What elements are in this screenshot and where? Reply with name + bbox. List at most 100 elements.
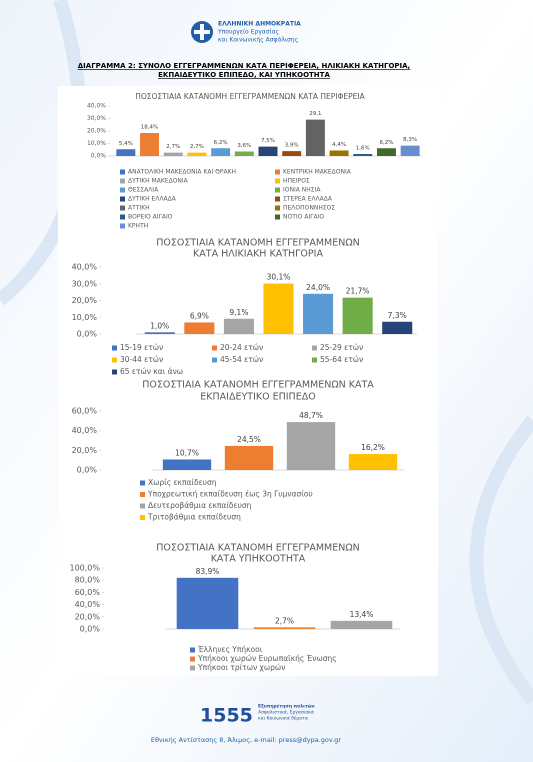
legend-swatch: [112, 369, 117, 375]
bar: [224, 445, 274, 470]
legend-label: ΔΥΤΙΚΗ ΕΛΛΑΔΑ: [128, 196, 177, 203]
footer-line: Ασφαλιστικά, Εργασιακά: [258, 709, 314, 716]
data-label: 29,1: [309, 111, 321, 117]
legend-label: 15-19 ετών: [120, 343, 163, 352]
legend-swatch: [275, 214, 280, 220]
y-tick-label: 40,0%: [72, 426, 98, 435]
bar: [400, 145, 420, 156]
legend-swatch: [212, 345, 217, 351]
decor: [469, 415, 533, 705]
data-label: 21,7%: [346, 287, 370, 296]
legend-swatch: [312, 357, 317, 363]
data-label: 24,5%: [237, 435, 261, 444]
legend-label: Υπήκοοι χωρών Ευρωπαϊκής Ένωσης: [197, 654, 337, 663]
data-label: 3,6%: [237, 143, 251, 149]
legend-label: 45-54 ετών: [220, 355, 263, 364]
y-tick-label: 30,0%: [72, 279, 98, 288]
legend-swatch: [140, 515, 145, 520]
legend-label: ΒΟΡΕΙΟ ΑΙΓΑΙΟ: [128, 214, 173, 221]
bar: [162, 459, 212, 470]
bar: [234, 151, 254, 156]
y-tick-label: 80,0%: [75, 576, 101, 585]
footer-logo: 1555: [200, 705, 253, 727]
bar: [286, 422, 336, 470]
data-label: 2,7%: [166, 144, 180, 150]
legend-label: 25-29 ετών: [320, 343, 363, 352]
data-label: 1,6%: [356, 146, 370, 152]
legend-swatch: [275, 169, 280, 175]
y-tick-label: 0,0%: [77, 466, 98, 475]
legend-label: ΠΕΛΟΠΟΝΝΗΣΟΣ: [283, 205, 335, 212]
bar: [223, 318, 254, 334]
legend-swatch: [120, 178, 125, 184]
legend-label: ΝΟΤΙΟ ΑΙΓΑΙΟ: [283, 214, 324, 221]
doc-title: ΔΙΑΓΡΑΜΜΑ 2: ΣΥΝΟΛΟ ΕΓΓΕΓΡΑΜΜΕΝΩΝ ΚΑΤΑ Π…: [78, 62, 410, 70]
data-label: 48,7%: [299, 411, 323, 420]
chart-title: ΚΑΤΑ ΥΠΗΚΟΟΤΗΤΑ: [211, 554, 306, 565]
legend-label: ΑΤΤΙΚΗ: [128, 205, 150, 212]
legend-label: 65 ετών και άνω: [120, 367, 183, 376]
legend-swatch: [140, 503, 145, 509]
data-label: 5,4%: [119, 141, 133, 147]
bar: [376, 148, 396, 156]
bar: [176, 577, 239, 629]
y-tick-label: 0,0%: [77, 330, 98, 339]
legend-label: ΚΡΗΤΗ: [128, 223, 148, 230]
bar: [348, 454, 398, 470]
bar: [253, 627, 316, 629]
data-label: 6,2%: [214, 140, 228, 146]
header-line: Υπουργείο Εργασίας: [217, 29, 279, 36]
legend-swatch: [275, 187, 280, 193]
legend-label: ΗΠΕΙΡΟΣ: [283, 178, 310, 185]
legend-swatch: [120, 196, 125, 202]
legend-swatch: [190, 656, 195, 662]
legend-swatch: [120, 169, 125, 175]
bar: [329, 150, 349, 156]
data-label: 8,3%: [403, 137, 417, 143]
data-label: 16,2%: [361, 443, 385, 452]
y-tick-label: 20,0%: [75, 612, 101, 621]
y-tick-label: 30,0%: [87, 115, 106, 122]
y-tick-label: 20,0%: [72, 296, 98, 305]
data-label: 10,7%: [175, 448, 199, 457]
y-tick-label: 0,0%: [80, 625, 101, 634]
y-tick-label: 0,0%: [91, 153, 107, 160]
legend-swatch: [312, 345, 317, 351]
data-label: 1,0%: [150, 321, 169, 330]
legend-label: ΣΤΕΡΕΑ ΕΛΛΑΔΑ: [283, 196, 333, 203]
y-tick-label: 60,0%: [75, 588, 101, 597]
doc-title: ΕΚΠΑΙΔΕΥΤΙΚΟ ΕΠΙΠΕΔΟ, ΚΑΙ ΥΠΗΚΟΟΤΗΤΑ: [158, 71, 330, 79]
bar: [116, 149, 136, 156]
legend-label: 55-64 ετών: [320, 355, 363, 364]
data-label: 18,4%: [141, 125, 158, 131]
chart-title: ΚΑΤΑ ΗΛΙΚΙΑΚΗ ΚΑΤΗΓΟΡΙΑ: [193, 249, 323, 260]
legend-label: ΔΥΤΙΚΗ ΜΑΚΕΔΟΝΙΑ: [128, 178, 189, 185]
header-line: ΕΛΛΗΝΙΚΗ ΔΗΜΟΚΡΑΤΙΑ: [218, 21, 301, 28]
legend-swatch: [140, 480, 145, 486]
bar: [163, 152, 183, 156]
y-tick-label: 20,0%: [87, 128, 106, 135]
legend-swatch: [190, 647, 195, 653]
data-label: 30,1%: [267, 273, 291, 282]
data-label: 2,7%: [275, 616, 294, 625]
data-label: 6,9%: [190, 311, 209, 320]
legend-label: ΙΟΝΙΑ ΝΗΣΙΑ: [283, 187, 321, 194]
legend-label: Τριτοβάθμια εκπαίδευση: [147, 513, 241, 522]
chart-title: ΠΟΣΟΣΤΙΑΙΑ ΚΑΤΑΝΟΜΗ ΕΓΓΕΓΡΑΜΜΕΝΩΝ ΚΑΤΑ: [142, 380, 374, 391]
bar: [303, 293, 334, 334]
legend-swatch: [275, 196, 280, 202]
footer-address: Εθνικής Αντίστασης 8, Άλιμος, e-mail: pr…: [151, 736, 341, 744]
data-label: 4,4%: [332, 142, 346, 148]
bar: [144, 332, 175, 334]
bar: [330, 620, 393, 629]
bar: [258, 146, 278, 156]
bar: [184, 322, 215, 334]
legend-label: ΚΕΝΤΡΙΚΗ ΜΑΚΕΔΟΝΙΑ: [283, 169, 352, 176]
legend-swatch: [190, 665, 195, 671]
legend-label: ΘΕΣΣΑΛΙΑ: [128, 187, 159, 194]
footer-line: και Κοινωνικά θέματα: [258, 715, 308, 722]
data-label: 9,1%: [229, 308, 248, 317]
bar: [353, 154, 373, 156]
